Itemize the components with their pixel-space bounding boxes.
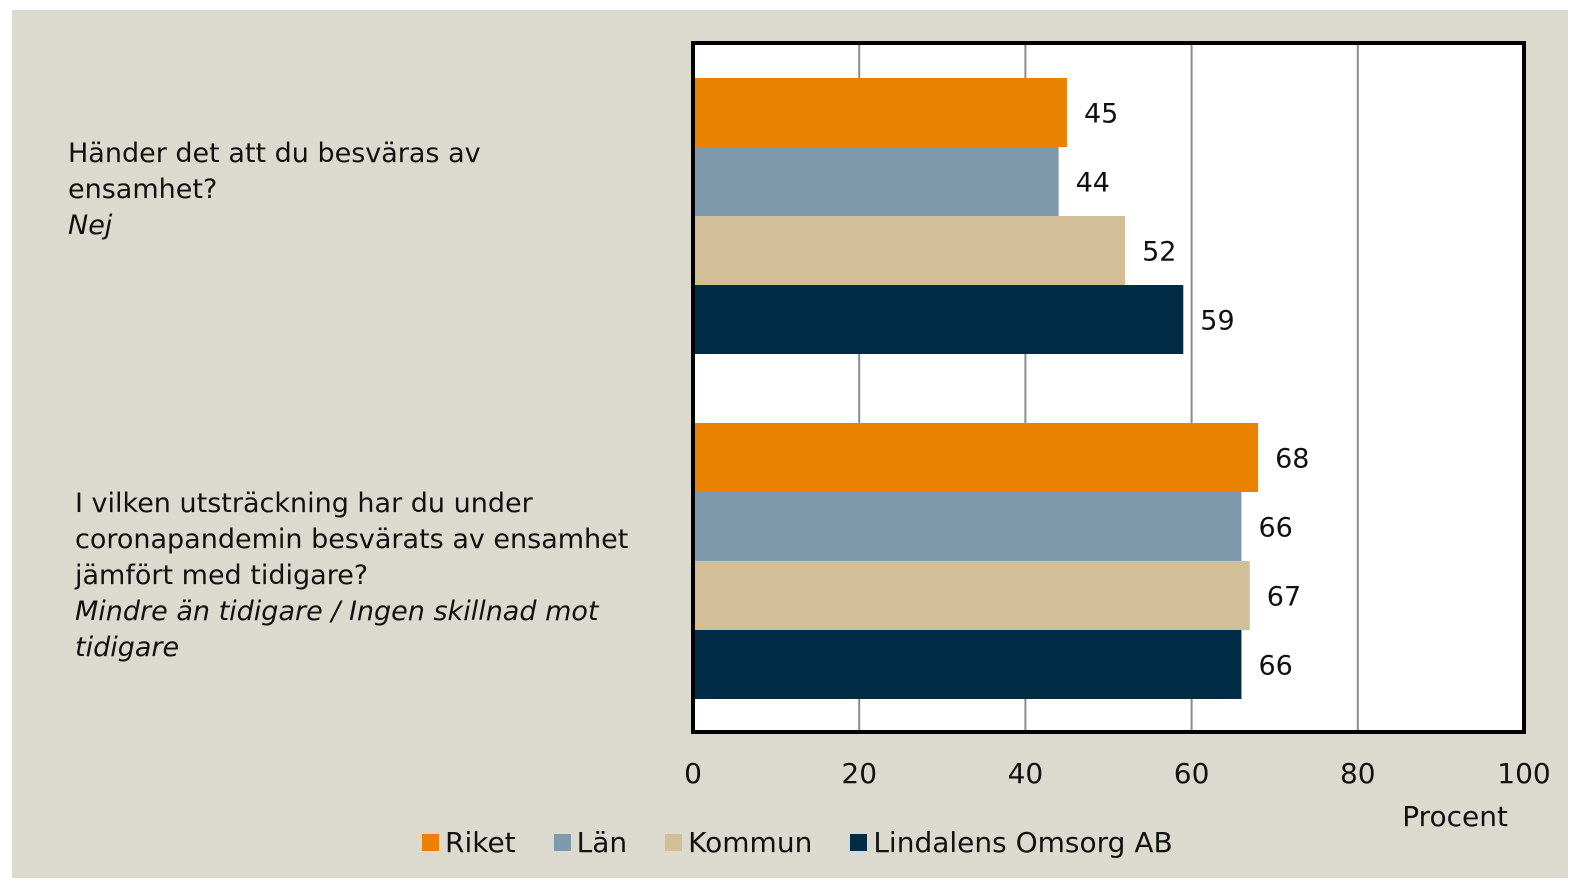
plot-border <box>691 41 1526 734</box>
legend-item-2: Län <box>553 825 628 859</box>
category-label-1: Händer det att du besväras av ensamhet? … <box>68 136 588 244</box>
legend-label-2: Län <box>576 825 628 859</box>
legend-item-3: Kommun <box>665 826 812 859</box>
bar-1-1 <box>693 78 1067 147</box>
legend-item-1: Riket <box>422 826 516 859</box>
bar-1-3 <box>693 216 1126 285</box>
legend-label-1: Riket <box>445 825 516 859</box>
data-label-1-3: 52 <box>1142 237 1176 268</box>
category-answer-2: Mindre än tidigare / Ingen skillnad mot … <box>75 596 599 663</box>
x-tick-label-100: 100 <box>1497 757 1550 790</box>
legend-label-4: Lindalens Omsorg AB <box>873 825 1173 859</box>
x-tick-label-80: 80 <box>1340 757 1376 790</box>
legend-swatch-2 <box>553 833 571 851</box>
category-question-1: Händer det att du besväras av ensamhet? <box>68 138 481 205</box>
data-label-2-2: 66 <box>1258 513 1292 544</box>
bar-1-4 <box>693 285 1184 354</box>
data-label-2-1: 68 <box>1275 444 1309 475</box>
bar-2-4 <box>693 630 1242 699</box>
legend-label-3: Kommun <box>688 825 813 859</box>
data-label-1-1: 45 <box>1084 99 1118 130</box>
x-tick-label-20: 20 <box>841 757 877 790</box>
legend-item-4: Lindalens Omsorg AB <box>850 825 1173 859</box>
x-tick-label-40: 40 <box>1008 757 1044 790</box>
category-question-2: I vilken utsträckning har du under coron… <box>75 488 629 591</box>
category-answer-1: Nej <box>68 210 113 241</box>
bar-2-1 <box>693 423 1259 492</box>
bar-1-2 <box>693 147 1059 216</box>
legend-swatch-1 <box>422 833 439 851</box>
bar-2-2 <box>693 492 1242 561</box>
data-label-2-3: 67 <box>1267 582 1301 613</box>
category-label-2: I vilken utsträckning har du under coron… <box>75 486 635 666</box>
x-axis-label: Procent <box>1402 800 1508 833</box>
x-tick-label-0: 0 <box>684 757 702 790</box>
bar-2-3 <box>693 561 1250 630</box>
x-tick-label-60: 60 <box>1174 757 1210 790</box>
legend: Riket Län Kommun Lindalens Omsorg AB <box>422 822 1211 862</box>
data-label-1-2: 44 <box>1076 168 1110 199</box>
data-label-2-4: 66 <box>1258 651 1292 682</box>
legend-swatch-4 <box>850 833 868 851</box>
data-label-1-4: 59 <box>1200 306 1234 337</box>
legend-swatch-3 <box>665 833 683 851</box>
